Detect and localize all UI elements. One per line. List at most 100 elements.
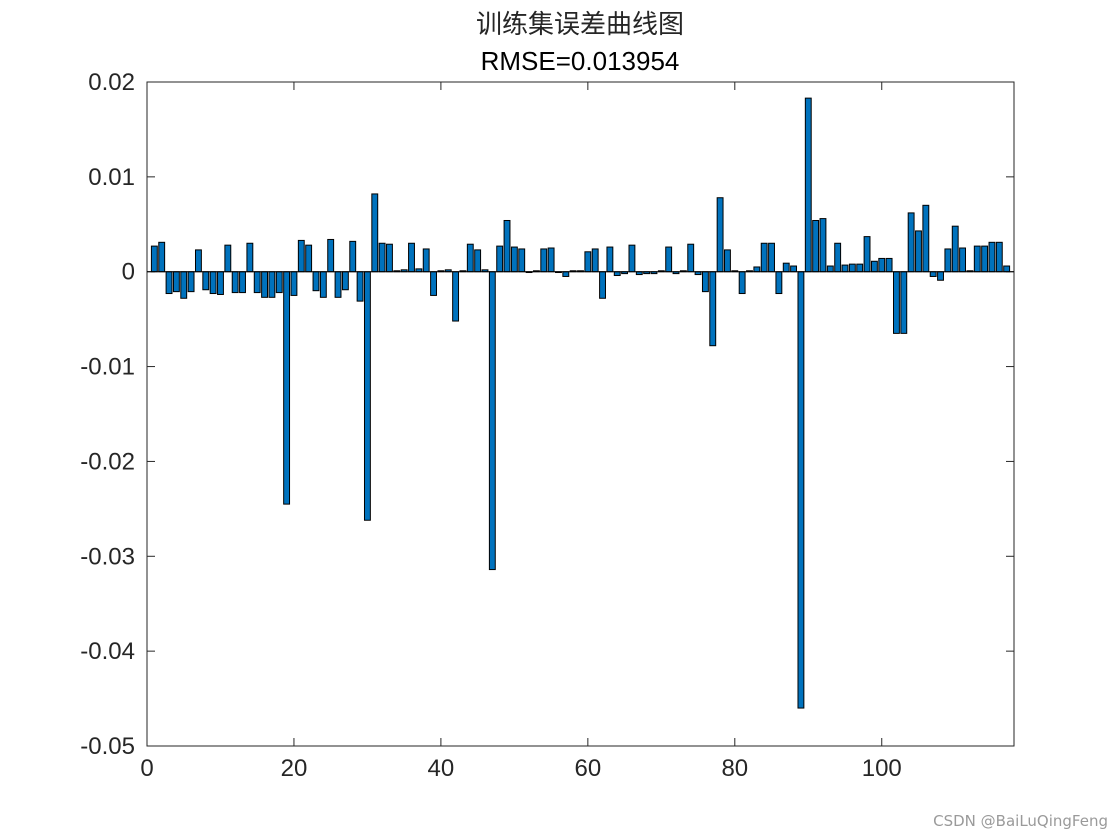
- bar-108: [937, 271, 944, 281]
- y-tick-label: -0.04: [80, 638, 135, 665]
- bar-84: [760, 242, 768, 273]
- bar-64: [613, 271, 621, 277]
- y-tick-label: -0.05: [80, 733, 135, 760]
- bar-77: [709, 271, 717, 347]
- bar-105: [915, 230, 922, 273]
- bar-57: [562, 271, 570, 277]
- bar-28: [349, 240, 357, 273]
- bar-78: [716, 197, 724, 273]
- y-tick-label: -0.01: [80, 354, 135, 381]
- bar-8: [202, 271, 210, 291]
- bar-39: [430, 271, 437, 296]
- plot-area: [146, 81, 1015, 747]
- bar-98: [863, 236, 871, 273]
- bar-102: [893, 271, 900, 334]
- bar-50: [510, 246, 518, 273]
- watermark: CSDN @BaiLuQingFeng: [933, 812, 1108, 830]
- bar-110: [951, 225, 959, 273]
- bar-115: [988, 241, 996, 273]
- bar-111: [959, 247, 967, 273]
- bar-113: [973, 245, 981, 273]
- bar-71: [665, 246, 673, 273]
- bar-104: [907, 212, 915, 273]
- bar-26: [334, 271, 342, 298]
- bar-3: [165, 271, 173, 295]
- bar-15: [253, 271, 261, 294]
- bar-47: [488, 271, 496, 571]
- bar-91: [812, 219, 820, 273]
- x-tick-label: 0: [140, 755, 153, 782]
- bar-24: [319, 271, 327, 298]
- bar-106: [922, 204, 930, 273]
- bar-38: [422, 248, 430, 273]
- bar-12: [231, 271, 239, 294]
- bar-22: [305, 244, 313, 273]
- bar-85: [768, 242, 775, 273]
- bar-94: [834, 242, 842, 273]
- bar-86: [775, 271, 783, 295]
- bar-31: [371, 193, 379, 273]
- bar-2: [158, 241, 166, 273]
- bar-61: [591, 248, 599, 273]
- bar-19: [283, 271, 291, 505]
- bar-83: [753, 266, 761, 273]
- bar-25: [327, 238, 335, 273]
- x-tick-label: 80: [721, 755, 748, 782]
- bar-21: [297, 239, 305, 273]
- bar-88: [790, 265, 798, 273]
- bar-42: [452, 271, 460, 322]
- bar-76: [701, 271, 709, 293]
- bar-20: [290, 271, 298, 296]
- bar-7: [194, 249, 202, 273]
- bar-36: [408, 242, 415, 273]
- chart-title: 训练集误差曲线图: [476, 10, 684, 40]
- bar-109: [944, 248, 952, 273]
- bar-23: [312, 271, 320, 292]
- bar-55: [547, 247, 555, 273]
- bar-101: [885, 257, 893, 273]
- bar-48: [496, 245, 504, 273]
- y-tick-label: 0.02: [88, 69, 135, 96]
- y-tick-label: -0.03: [80, 543, 135, 570]
- bar-1: [150, 245, 158, 273]
- y-tick-label: 0.01: [88, 164, 135, 191]
- bar-97: [856, 263, 864, 273]
- bar-44: [466, 243, 474, 273]
- bar-79: [724, 249, 731, 273]
- bar-5: [180, 271, 188, 299]
- bar-92: [819, 218, 827, 273]
- bar-114: [981, 245, 989, 273]
- bar-32: [378, 242, 386, 273]
- bar-62: [599, 271, 606, 299]
- bar-95: [841, 264, 849, 273]
- bar-13: [239, 271, 246, 294]
- bar-49: [503, 219, 511, 273]
- bar-9: [209, 271, 217, 295]
- bar-74: [687, 243, 695, 273]
- bar-27: [341, 271, 349, 291]
- bar-33: [386, 243, 393, 273]
- bar-63: [606, 246, 614, 273]
- bar-100: [878, 257, 886, 273]
- bar-117: [1003, 265, 1011, 273]
- bar-87: [782, 262, 790, 273]
- bar-107: [929, 271, 937, 277]
- bar-103: [900, 271, 908, 334]
- bar-14: [246, 242, 254, 273]
- bar-16: [261, 271, 268, 298]
- x-tick-label: 100: [862, 755, 902, 782]
- bar-29: [356, 271, 364, 302]
- bar-116: [995, 241, 1003, 273]
- x-tick-label: 60: [574, 755, 601, 782]
- bar-18: [275, 271, 283, 294]
- bar-51: [518, 248, 526, 273]
- bar-6: [187, 271, 195, 293]
- x-tick-label: 20: [281, 755, 308, 782]
- bar-93: [826, 265, 834, 273]
- bar-17: [268, 271, 276, 298]
- bar-11: [224, 244, 232, 273]
- bar-10: [217, 271, 224, 295]
- bar-89: [797, 271, 805, 709]
- bar-45: [474, 249, 482, 273]
